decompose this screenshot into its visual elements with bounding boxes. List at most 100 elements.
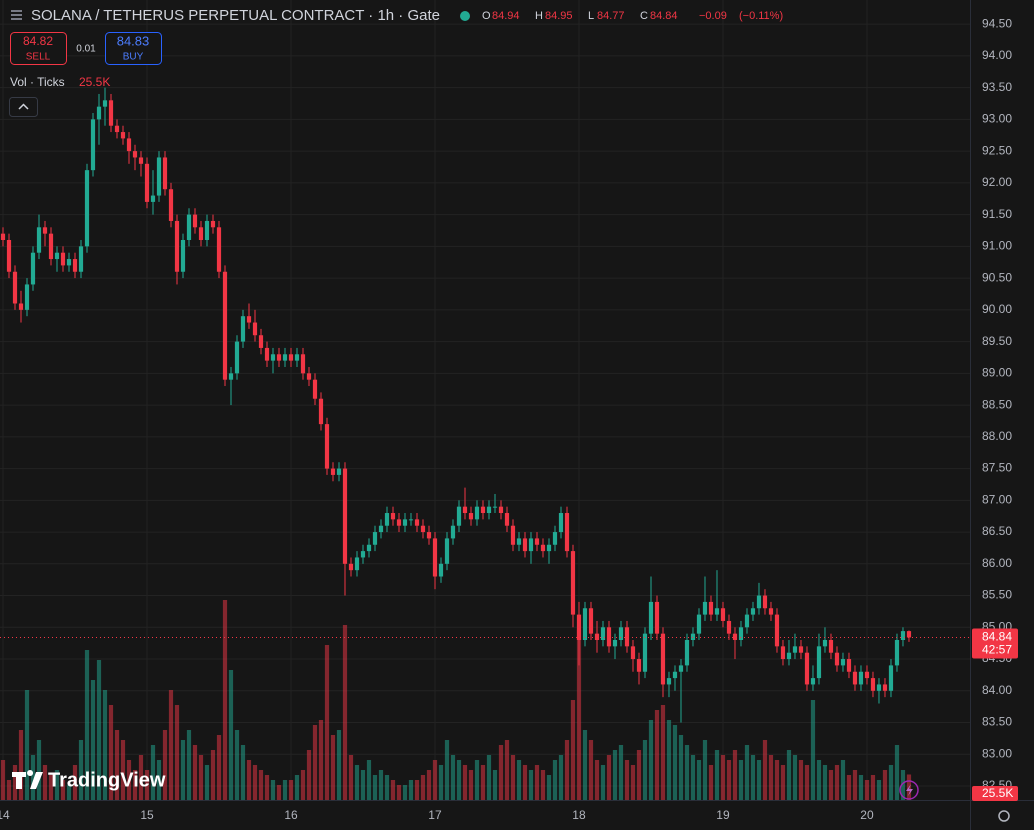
volume-bar [858,775,864,800]
buy-button[interactable] [105,32,162,65]
volume-bar [618,745,624,800]
x-tick-label: 18 [572,808,586,822]
volume-bar [540,770,546,800]
candle-body [258,335,264,348]
volume-bar [546,775,552,800]
candle-body [732,633,738,640]
candle-body [186,214,192,240]
candle-body [366,544,372,552]
volume-bar [444,740,450,800]
volume-bar [750,755,756,800]
volume-bar [756,760,762,800]
candle-body [588,608,594,634]
volume-bar [42,765,48,800]
candle-body [102,100,108,107]
y-tick-label: 85.50 [982,588,1012,602]
candle-body [528,538,534,552]
volume-bar [606,755,612,800]
y-tick-label: 94.50 [982,16,1012,30]
volume-bar [0,760,6,800]
candle-body [906,631,912,638]
candle-body [252,322,258,336]
logo: TradingView [12,769,166,791]
volume-bar [408,780,414,800]
settings-icon[interactable] [998,810,1010,822]
sell-button[interactable] [10,32,67,65]
candle-body [678,665,684,672]
volume-bar [654,710,660,800]
candle-body [378,525,384,533]
volume-bar [468,770,474,800]
volume-bar [144,770,150,800]
volume-bar [504,740,510,800]
menu-icon [11,14,22,16]
change-pct: (−0.11%) [739,10,783,22]
volume-bar [204,765,210,800]
candle-body [612,640,618,647]
volume-bar [228,670,234,800]
candle-body [216,227,222,272]
candle-body [486,506,492,514]
volume-bar [12,765,18,800]
candle-body [6,240,12,272]
volume-bar [438,765,444,800]
candle-body [72,259,78,272]
candle-body [714,608,720,615]
volume-bar [738,760,744,800]
last-price-tag [972,628,1018,659]
volume-bar [474,760,480,800]
y-tick-label: 84.00 [982,683,1012,697]
y-tick-label: 88.00 [982,429,1012,443]
volume-bar [702,740,708,800]
volume-bar [360,770,366,800]
volume-bar [732,750,738,800]
candle-body [60,252,66,266]
candle-body [606,627,612,647]
x-tick-label: 17 [428,808,442,822]
volume-bar [168,690,174,800]
volume-tag [972,786,1018,801]
volume-bar [6,780,12,800]
volume-bar [102,690,108,800]
volume-bar [372,775,378,800]
volume-bar [678,735,684,800]
candle-body [132,151,138,158]
candle-body [552,532,558,545]
candle-body [108,100,114,126]
volume-bar [300,770,306,800]
candle-body [858,671,864,685]
candle-body [522,538,528,552]
candle-body [810,678,816,685]
volume-bar [810,700,816,800]
candle-body [900,631,906,640]
y-tick-label: 94.00 [982,48,1012,62]
candle-body [36,227,42,253]
volume-bar [126,760,132,800]
candle-body [654,601,660,634]
volume-bar [24,690,30,800]
volume-bar [582,730,588,800]
volume-bar [774,760,780,800]
candle-body [90,119,96,171]
candle-body [144,163,150,202]
alert-icon[interactable] [899,780,919,800]
menu-icon[interactable] [11,10,22,12]
volume-bar [354,765,360,800]
sell-price: 84.82 [23,34,53,48]
candle-body [234,341,240,374]
collapse-button[interactable] [9,97,38,117]
volume-bar [456,760,462,800]
candle-body [768,608,774,615]
candle-body [738,627,744,640]
candle-body [168,189,174,221]
volume-bar [336,730,342,800]
candle-body [510,525,516,545]
volume-bar [180,740,186,800]
volume-bar [318,720,324,800]
candle-body [402,519,408,526]
candle-body [318,398,324,425]
candle-body [444,538,450,564]
candle-body [726,620,732,634]
volume-bar [492,770,498,800]
